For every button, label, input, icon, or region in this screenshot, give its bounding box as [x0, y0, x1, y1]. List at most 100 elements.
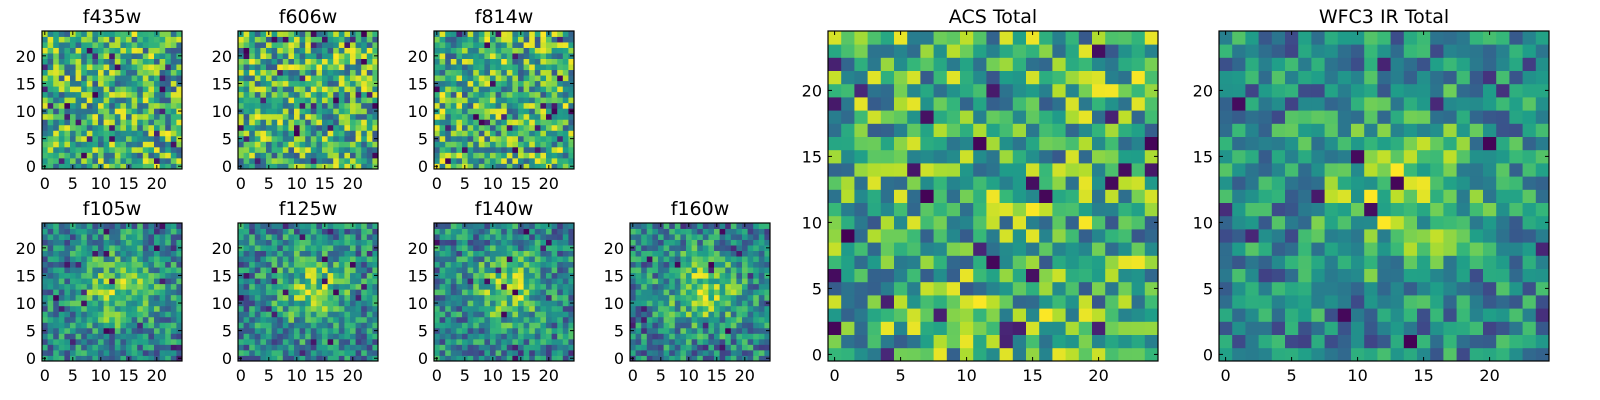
heatmap-cell [120, 113, 127, 120]
heatmap-cell [490, 75, 496, 82]
heatmap-cell [434, 124, 440, 131]
heatmap-cell [148, 31, 155, 37]
heatmap-cell [165, 102, 172, 109]
heatmap-cell [322, 113, 328, 120]
heatmap-cell [350, 294, 356, 301]
heatmap-cell [490, 119, 496, 126]
heatmap-cell [478, 322, 485, 329]
heatmap-cell [495, 333, 502, 340]
heatmap-cell [478, 316, 485, 323]
heatmap-cell [456, 333, 463, 340]
heatmap-cell [294, 327, 300, 334]
heatmap-cell [495, 338, 502, 345]
heatmap-cell [1105, 229, 1119, 243]
heatmap-cell [512, 97, 519, 104]
heatmap-cell [546, 333, 552, 340]
heatmap-cell [103, 75, 110, 82]
heatmap-cell [142, 31, 149, 37]
heatmap-cell [249, 327, 256, 334]
heatmap-cell [652, 294, 659, 301]
heatmap-cell [523, 163, 530, 170]
heatmap-cell [445, 250, 452, 257]
heatmap-cell [646, 300, 653, 307]
heatmap-cell [338, 289, 345, 296]
heatmap-cell [646, 250, 653, 257]
heatmap-cell [355, 47, 362, 54]
heatmap-cell [126, 108, 132, 115]
heatmap-cell [646, 272, 653, 279]
heatmap-cell [484, 333, 491, 340]
heatmap-cell [333, 146, 340, 153]
heatmap-cell [271, 42, 278, 48]
heatmap-cell [148, 349, 155, 356]
heatmap-cell [170, 157, 177, 164]
heatmap-cell [450, 256, 457, 263]
heatmap-cell [434, 75, 440, 82]
heatmap-cell [249, 278, 256, 285]
heatmap-cell [478, 305, 485, 312]
heatmap-cell [238, 349, 244, 356]
heatmap-cell [131, 278, 138, 285]
heatmap-cell [70, 91, 76, 98]
heatmap-cell [86, 344, 93, 351]
heatmap-cell [92, 278, 99, 285]
heatmap-cell [81, 278, 88, 285]
heatmap-cell [75, 261, 82, 268]
heatmap-cell [484, 228, 491, 235]
heatmap-cell [1144, 163, 1159, 177]
heatmap-cell [484, 31, 491, 37]
heatmap-cell [148, 305, 155, 312]
heatmap-cell [434, 141, 440, 148]
heatmap-cell [697, 272, 704, 279]
heatmap-cell [1039, 202, 1053, 217]
heatmap-cell [58, 130, 65, 137]
heatmap-cell [551, 141, 558, 148]
heatmap-cell [557, 47, 564, 54]
heatmap-cell [495, 113, 502, 120]
heatmap-cell [294, 267, 300, 274]
heatmap-cell [42, 119, 48, 126]
heatmap-cell [98, 119, 104, 126]
heatmap-cell [1118, 268, 1132, 283]
heatmap-cell [725, 239, 732, 246]
heatmap-cell [114, 124, 121, 131]
heatmap-cell [53, 53, 60, 59]
heatmap-cell [165, 124, 172, 131]
heatmap-cell [86, 322, 93, 329]
y-tick-label: 15 [212, 266, 232, 285]
heatmap-cell [529, 338, 536, 345]
x-tick-label: 15 [511, 174, 531, 193]
heatmap-cell [742, 228, 748, 235]
heatmap-cell [75, 344, 82, 351]
heatmap-cell [439, 47, 446, 54]
heatmap-cell [333, 163, 340, 170]
heatmap-cell [753, 267, 760, 274]
heatmap-cell [42, 141, 48, 148]
heatmap-cell [254, 86, 261, 93]
heatmap-cell [495, 124, 502, 131]
heatmap-cell [540, 97, 547, 104]
heatmap-cell [490, 80, 496, 87]
heatmap-cell [271, 311, 278, 318]
heatmap-cell [540, 355, 547, 362]
heatmap-cell [92, 31, 99, 37]
heatmap-cell [714, 278, 720, 285]
heatmap-cell [277, 86, 284, 93]
heatmap-cell [646, 278, 653, 285]
heatmap-cell [58, 267, 65, 274]
heatmap-cell [310, 261, 317, 268]
heatmap-cell [439, 157, 446, 164]
heatmap-cell [646, 322, 653, 329]
heatmap-cell [86, 91, 93, 98]
heatmap-cell [534, 124, 541, 131]
heatmap-cell [764, 239, 771, 246]
heatmap-cell [719, 316, 726, 323]
heatmap-cell [658, 228, 664, 235]
heatmap-cell [478, 344, 485, 351]
heatmap-cell [484, 119, 491, 126]
heatmap-cell [333, 157, 340, 164]
heatmap-cell [154, 305, 160, 312]
heatmap-cell [562, 163, 569, 170]
heatmap-cell [1052, 229, 1066, 243]
heatmap-cell [523, 228, 530, 235]
